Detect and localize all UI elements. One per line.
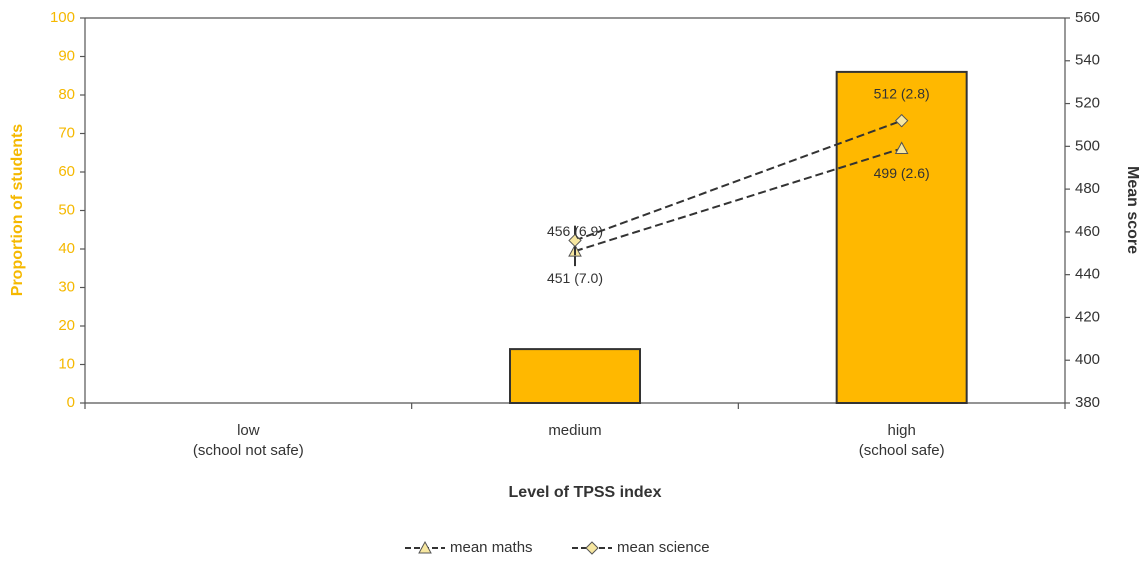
value-label: 451 (7.0)	[547, 270, 603, 286]
y-tick-label: 0	[67, 394, 75, 411]
y-tick-label: 10	[58, 355, 75, 372]
y2-tick-label: 420	[1075, 308, 1100, 325]
x-tick-label: low (school not safe)	[193, 422, 304, 459]
series-line	[574, 119, 903, 242]
value-label: 499 (2.6)	[874, 165, 930, 181]
x-tick-label: high (school safe)	[859, 422, 945, 459]
value-label: 456 (6.9)	[547, 223, 603, 239]
y-tick-label: 40	[58, 240, 75, 257]
y-tick-label: 30	[58, 278, 75, 295]
y2-tick-label: 460	[1075, 223, 1100, 240]
y-tick-label: 60	[58, 163, 75, 180]
value-label: 512 (2.8)	[874, 85, 930, 101]
y2-tick-label: 480	[1075, 180, 1100, 197]
y2-tick-label: 400	[1075, 351, 1100, 368]
marker	[894, 141, 909, 154]
legend-marker	[585, 541, 599, 555]
legend-label: mean science	[617, 539, 710, 556]
series-line	[574, 147, 902, 253]
y2-tick-label: 560	[1075, 9, 1100, 26]
marker	[894, 113, 909, 128]
y-tick-label: 70	[58, 124, 75, 141]
y2-tick-label: 520	[1075, 95, 1100, 112]
y2-tick-label: 380	[1075, 394, 1100, 411]
legend-marker	[418, 540, 432, 554]
marker	[568, 233, 582, 248]
y2-tick-label: 440	[1075, 266, 1100, 283]
y-tick-label: 50	[58, 201, 75, 218]
x-axis-title: Level of TPSS index	[509, 484, 662, 501]
y-tick-label: 20	[58, 317, 75, 334]
y-tick-label: 100	[50, 9, 75, 26]
legend-label: mean maths	[450, 539, 533, 556]
y2-axis-title: Mean score	[1124, 166, 1141, 254]
bar	[509, 348, 641, 405]
x-tick-label: medium	[548, 422, 601, 439]
y-tick-label: 90	[58, 47, 75, 64]
y2-tick-label: 500	[1075, 137, 1100, 154]
y-tick-label: 80	[58, 86, 75, 103]
y-axis-title: Proportion of students	[9, 124, 26, 297]
y2-tick-label: 540	[1075, 52, 1100, 69]
